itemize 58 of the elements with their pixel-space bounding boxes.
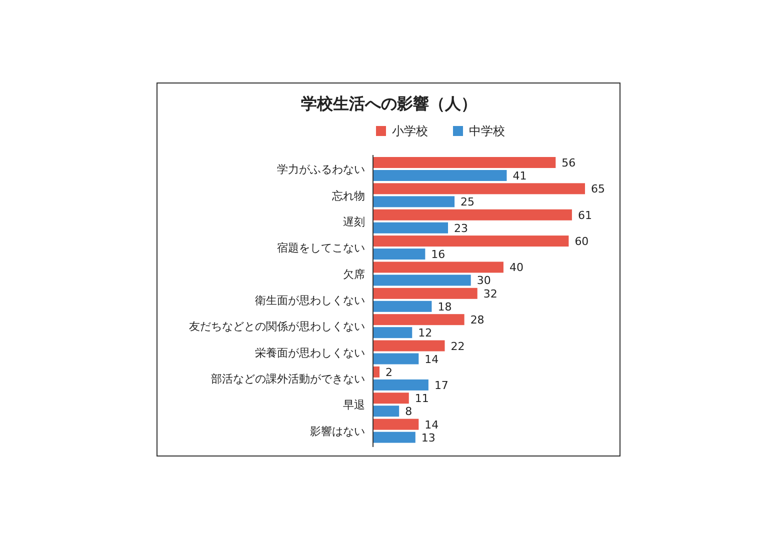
y-tick-label: 影響はない bbox=[310, 424, 365, 438]
y-tick-label: 忘れ物 bbox=[332, 189, 365, 202]
bar bbox=[373, 406, 400, 417]
y-tick-label: 宿題をしてこない bbox=[277, 242, 365, 255]
bar bbox=[373, 248, 426, 260]
data-label: 16 bbox=[431, 248, 446, 262]
bar bbox=[373, 327, 412, 338]
chart-title: 学校生活への影響（人） bbox=[301, 94, 477, 113]
bar bbox=[373, 183, 585, 194]
data-label: 14 bbox=[424, 352, 439, 366]
data-label: 23 bbox=[454, 222, 468, 235]
data-label: 12 bbox=[418, 326, 432, 340]
bar bbox=[373, 196, 455, 208]
y-tick-label: 部活などの課外活動ができない bbox=[211, 372, 365, 386]
data-label: 56 bbox=[562, 156, 576, 170]
data-label: 18 bbox=[438, 300, 452, 314]
bar bbox=[373, 392, 409, 404]
data-label: 8 bbox=[405, 405, 412, 418]
data-label: 17 bbox=[434, 378, 448, 392]
bar bbox=[373, 157, 556, 168]
data-label: 65 bbox=[591, 182, 605, 196]
data-label: 22 bbox=[450, 340, 465, 353]
y-tick-label: 栄養面が思わしくない bbox=[255, 346, 365, 360]
bar bbox=[373, 432, 416, 443]
bar bbox=[373, 379, 428, 390]
bar bbox=[373, 209, 572, 220]
y-tick-label: 友だちなどとの関係が思わしくない bbox=[189, 320, 365, 334]
legend-label: 中学校 bbox=[469, 124, 505, 138]
y-tick-label: 衛生面が思わしくない bbox=[255, 294, 365, 307]
bar bbox=[373, 366, 380, 378]
bar bbox=[373, 222, 448, 234]
data-label: 41 bbox=[512, 170, 527, 182]
bar bbox=[373, 353, 419, 364]
bar bbox=[373, 418, 419, 430]
data-label: 11 bbox=[414, 392, 429, 406]
data-label: 25 bbox=[460, 196, 475, 209]
bar bbox=[373, 288, 478, 299]
bar bbox=[373, 170, 507, 181]
data-label: 14 bbox=[424, 418, 439, 432]
bar bbox=[373, 300, 432, 312]
y-tick-label: 欠席 bbox=[343, 268, 365, 281]
data-label: 28 bbox=[470, 314, 484, 327]
bar bbox=[373, 262, 504, 273]
data-label: 13 bbox=[421, 431, 436, 444]
y-tick-label: 遅刻 bbox=[343, 215, 365, 228]
bar bbox=[373, 314, 464, 326]
bar bbox=[373, 340, 445, 352]
bar bbox=[373, 236, 569, 247]
data-label: 32 bbox=[483, 287, 498, 300]
data-label: 2 bbox=[386, 366, 393, 379]
data-label: 40 bbox=[509, 261, 524, 274]
bar bbox=[373, 274, 471, 286]
data-label: 30 bbox=[476, 274, 491, 288]
data-label: 60 bbox=[574, 235, 589, 248]
y-tick-label: 早退 bbox=[343, 398, 365, 412]
y-tick-label: 学力がふるわない bbox=[277, 163, 365, 176]
legend-label: 小学校 bbox=[392, 124, 428, 138]
data-label: 61 bbox=[578, 208, 592, 222]
